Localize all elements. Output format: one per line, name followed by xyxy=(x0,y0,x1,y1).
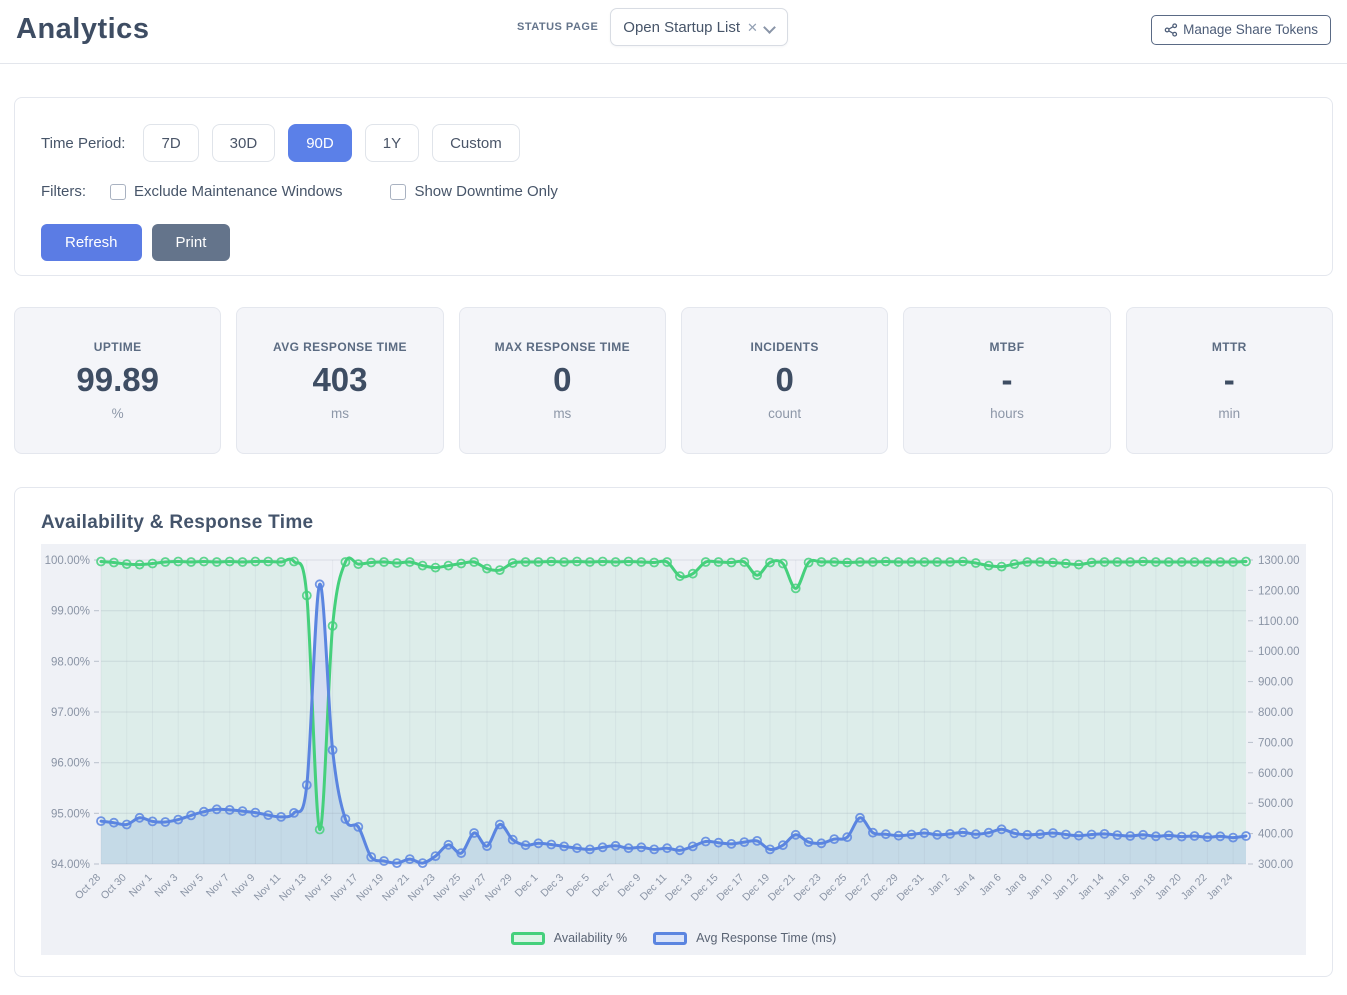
stat-unit: % xyxy=(111,406,124,422)
filters-label: Filters: xyxy=(41,183,86,200)
stat-unit: count xyxy=(768,406,802,422)
stat-label: MAX RESPONSE TIME xyxy=(494,339,631,354)
time-period-label: Time Period: xyxy=(41,134,126,152)
stat-label: AVG RESPONSE TIME xyxy=(273,339,407,354)
exclude-maintenance-label: Exclude Maintenance Windows xyxy=(134,183,343,200)
legend-item-availability[interactable]: Availability % xyxy=(510,931,628,945)
page-title: Analytics xyxy=(16,13,150,45)
period-button-90d[interactable]: 90D xyxy=(288,124,352,162)
chart-legend: Availability % Avg Response Time (ms) xyxy=(41,927,1306,955)
svg-text:600.00: 600.00 xyxy=(1258,768,1293,780)
svg-text:300.00: 300.00 xyxy=(1258,859,1293,871)
header: Analytics STATUS PAGE Open Startup List … xyxy=(0,0,1347,64)
chevron-down-icon[interactable] xyxy=(765,22,775,32)
stat-label: MTTR xyxy=(1211,339,1247,354)
svg-text:97.00%: 97.00% xyxy=(51,707,90,719)
stat-card-incidents: INCIDENTS 0 count xyxy=(680,307,889,454)
exclude-maintenance-checkbox[interactable]: Exclude Maintenance Windows xyxy=(110,183,342,200)
stat-label: MTBF xyxy=(989,339,1025,354)
stat-card-max-response: MAX RESPONSE TIME 0 ms xyxy=(458,307,666,454)
manage-share-tokens-button[interactable]: Manage Share Tokens xyxy=(1151,14,1331,45)
chart-title: Availability & Response Time xyxy=(41,512,314,533)
status-page-selected-value: Open Startup List xyxy=(623,18,741,36)
stat-label: UPTIME xyxy=(93,339,142,354)
svg-text:94.00%: 94.00% xyxy=(51,859,90,871)
filter-panel: Time Period: 7D 30D 90D 1Y Custom Filter… xyxy=(14,97,1333,276)
availability-swatch-icon xyxy=(510,931,545,945)
svg-text:1100.00: 1100.00 xyxy=(1258,616,1299,628)
svg-text:1300.00: 1300.00 xyxy=(1258,555,1300,567)
stat-value: - xyxy=(1223,360,1235,398)
status-page-label: STATUS PAGE xyxy=(517,21,599,33)
svg-text:100.00%: 100.00% xyxy=(45,555,90,567)
show-downtime-label: Show Downtime Only xyxy=(414,183,558,200)
svg-text:98.00%: 98.00% xyxy=(51,656,90,668)
response-time-swatch-icon xyxy=(653,931,688,945)
stat-value: 403 xyxy=(312,360,368,398)
legend-label: Avg Response Time (ms) xyxy=(696,931,837,945)
stat-card-mtbf: MTBF - hours xyxy=(903,307,1111,454)
svg-text:1200.00: 1200.00 xyxy=(1258,585,1300,597)
svg-text:700.00: 700.00 xyxy=(1258,737,1293,749)
period-button-7d[interactable]: 7D xyxy=(143,124,199,162)
svg-text:99.00%: 99.00% xyxy=(51,606,90,618)
stat-unit: min xyxy=(1218,406,1241,422)
checkbox-icon[interactable] xyxy=(110,183,126,200)
share-icon xyxy=(1164,22,1178,37)
stat-value: 99.89 xyxy=(76,360,159,398)
print-button[interactable]: Print xyxy=(151,224,231,261)
svg-text:800.00: 800.00 xyxy=(1258,707,1293,719)
stat-label: INCIDENTS xyxy=(750,339,819,354)
period-button-custom[interactable]: Custom xyxy=(432,124,520,162)
svg-text:95.00%: 95.00% xyxy=(51,808,90,820)
stat-unit: ms xyxy=(330,406,349,422)
stat-value: - xyxy=(1001,360,1013,398)
stat-unit: ms xyxy=(553,406,572,422)
stat-card-avg-response: AVG RESPONSE TIME 403 ms xyxy=(236,307,444,454)
svg-text:1000.00: 1000.00 xyxy=(1258,646,1300,658)
stat-card-uptime: UPTIME 99.89 % xyxy=(14,307,222,454)
refresh-button[interactable]: Refresh xyxy=(41,224,142,261)
svg-text:500.00: 500.00 xyxy=(1258,798,1293,810)
chart-canvas: 100.00% 99.00% 98.00% 97.00% 96.00% 95.00% 94.… xyxy=(41,544,1306,922)
period-button-30d[interactable]: 30D xyxy=(211,124,276,162)
stat-unit: hours xyxy=(990,406,1024,422)
status-page-dropdown[interactable]: Open Startup List ✕ xyxy=(610,8,788,46)
checkbox-icon[interactable] xyxy=(390,183,407,200)
chart-panel: Availability & Response Time 100.00% 99.0… xyxy=(14,487,1333,977)
stats-row: UPTIME 99.89 % AVG RESPONSE TIME 403 ms … xyxy=(14,307,1333,454)
show-downtime-checkbox[interactable]: Show Downtime Only xyxy=(390,183,558,200)
stat-value: 0 xyxy=(553,360,572,398)
svg-text:96.00%: 96.00% xyxy=(51,758,90,770)
availability-response-chart: 100.00% 99.00% 98.00% 97.00% 96.00% 95.00% 94.… xyxy=(41,544,1306,955)
legend-item-response-time[interactable]: Avg Response Time (ms) xyxy=(653,931,836,945)
legend-label: Availability % xyxy=(553,931,628,945)
period-button-1y[interactable]: 1Y xyxy=(364,124,420,162)
clear-selection-icon[interactable]: ✕ xyxy=(747,19,758,35)
manage-share-tokens-label: Manage Share Tokens xyxy=(1183,22,1318,37)
stat-card-mttr: MTTR - min xyxy=(1125,307,1333,454)
svg-text:900.00: 900.00 xyxy=(1258,677,1293,689)
svg-text:400.00: 400.00 xyxy=(1258,829,1293,841)
stat-value: 0 xyxy=(775,360,794,398)
